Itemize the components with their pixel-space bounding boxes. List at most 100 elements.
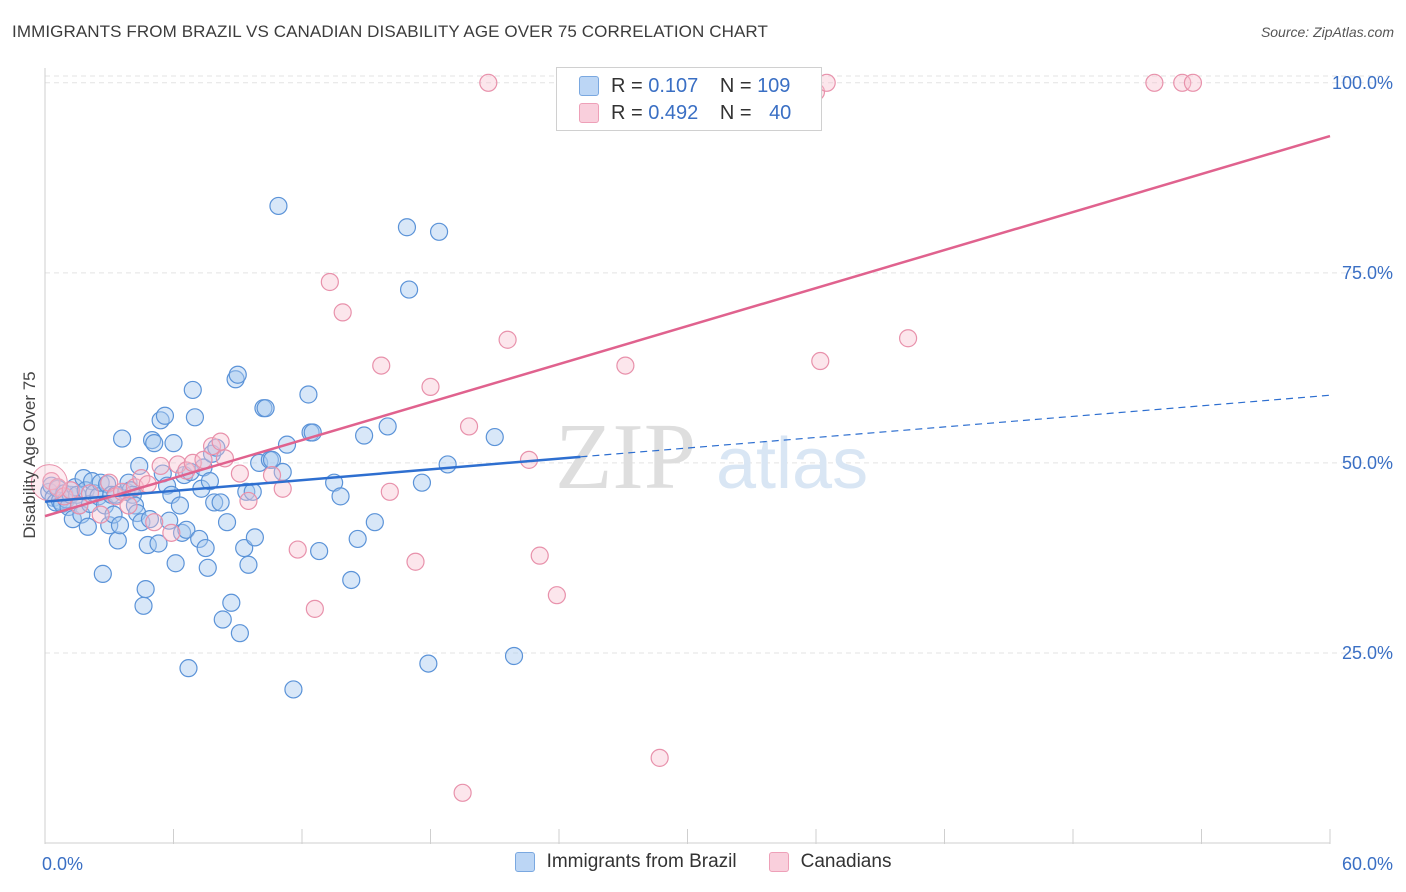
brazil-point — [485, 427, 504, 447]
canadian-point — [1173, 73, 1192, 92]
legend-label-canadian: Canadians — [800, 851, 892, 872]
x-tick-label: 0.0% — [42, 854, 83, 874]
brazil-point — [145, 434, 164, 453]
legend-label-brazil: Immigrants from Brazil — [546, 851, 737, 872]
brazil-point — [262, 450, 282, 469]
brazil-point — [179, 659, 198, 678]
canadian-point — [380, 482, 399, 501]
brazil-point — [166, 554, 185, 573]
brazil-point — [412, 473, 432, 492]
brazil-point — [155, 406, 175, 425]
brazil-point — [239, 555, 258, 574]
canadian-point — [650, 748, 669, 767]
legend-r-value: 0.107 — [648, 74, 699, 97]
brazil-point — [299, 385, 318, 404]
legend-n-label: N = — [719, 74, 752, 97]
legend-item-canadian: Canadians — [768, 851, 892, 873]
brazil-point — [269, 196, 288, 216]
brazil-point — [93, 564, 112, 583]
grid-lines — [45, 75, 1390, 654]
brazil-point — [112, 429, 132, 448]
canadian-point — [498, 330, 517, 349]
brazil-point — [348, 529, 367, 549]
canadian-point — [119, 496, 138, 515]
series-legend: Immigrants from Brazil Canadians — [0, 851, 1406, 873]
brazil-point — [78, 517, 97, 536]
canadian-point — [230, 464, 249, 483]
tick-labels: 25.0% 50.0% 75.0% 100.0% 0.0% 60.0% — [42, 73, 1393, 874]
canadian-point — [530, 546, 549, 565]
series-canadian-points — [30, 73, 1203, 802]
x-tick-label: 60.0% — [1342, 854, 1393, 874]
brazil-point — [429, 222, 449, 241]
canadian-point — [288, 540, 307, 559]
legend-swatch-canadian — [768, 852, 789, 872]
brazil-point — [136, 579, 155, 599]
canadian-point — [239, 491, 258, 511]
brazil-point — [164, 434, 183, 453]
y-tick-label: 50.0% — [1342, 453, 1393, 473]
brazil-point — [108, 531, 127, 550]
brazil-point — [222, 593, 241, 612]
brazil-point — [200, 472, 220, 491]
canadian-point — [616, 356, 635, 375]
legend-r-label: R = — [611, 74, 643, 97]
canadian-point — [406, 552, 425, 571]
brazil-point — [310, 541, 329, 561]
brazil-point — [170, 496, 190, 515]
legend-swatch-brazil — [514, 852, 535, 872]
watermark: ZIP atlas — [555, 405, 868, 509]
canadian-point — [202, 437, 222, 456]
canadian-point — [333, 303, 352, 322]
legend-swatch-brazil — [579, 76, 599, 96]
brazil-point — [149, 534, 168, 553]
brazil-point — [331, 487, 350, 506]
brazil-point — [228, 365, 247, 384]
canadian-point — [547, 586, 566, 605]
brazil-point — [104, 505, 123, 524]
source-note: Source: ZipAtlas.com — [1260, 24, 1394, 40]
y-tick-label: 25.0% — [1342, 643, 1393, 663]
legend-swatch-canadian — [579, 103, 599, 123]
trend-lines — [44, 134, 1331, 518]
brazil-point — [397, 218, 417, 237]
brazil-point — [245, 528, 264, 547]
canadian-point — [145, 513, 164, 532]
canadian-point — [479, 73, 498, 92]
brazil-point — [419, 654, 438, 673]
canadian-point — [273, 479, 292, 498]
brazil-trend-line — [44, 455, 581, 503]
canadian-point — [453, 783, 472, 802]
brazil-point — [190, 529, 209, 549]
legend-row-brazil: R = 0.107 N = 109 — [579, 74, 790, 98]
brazil-point — [185, 408, 205, 427]
brazil-point — [198, 558, 217, 577]
legend-n-label: N = — [719, 101, 752, 124]
brazil-trend-extension — [580, 394, 1331, 458]
brazil-point — [125, 496, 145, 515]
axes — [44, 68, 1331, 844]
canadian-point — [320, 272, 339, 292]
brazil-point — [142, 430, 162, 450]
brazil-point — [217, 513, 237, 532]
chart-title: IMMIGRANTS FROM BRAZIL VS CANADIAN DISAB… — [12, 22, 768, 41]
brazil-point — [211, 493, 230, 512]
y-tick-label: 75.0% — [1342, 263, 1393, 283]
brazil-point — [230, 624, 249, 643]
canadian-point — [372, 356, 391, 375]
canadian-point — [305, 599, 324, 618]
stats-legend: R = 0.107 N = 109 R = 0.492 N = 40 — [556, 67, 822, 131]
canadian-point — [459, 417, 479, 436]
watermark-atlas: atlas — [716, 424, 868, 504]
brazil-point — [256, 399, 275, 418]
canadian-point — [1145, 73, 1164, 92]
canadian-point — [162, 523, 181, 542]
legend-n-value: 40 — [769, 101, 792, 124]
canadian-point — [91, 505, 110, 524]
brazil-point — [284, 680, 303, 699]
legend-r-value: 0.492 — [648, 101, 699, 124]
canadian-point — [898, 329, 918, 348]
legend-item-brazil: Immigrants from Brazil — [514, 851, 737, 873]
y-axis-label: Disability Age Over 75 — [20, 371, 39, 538]
